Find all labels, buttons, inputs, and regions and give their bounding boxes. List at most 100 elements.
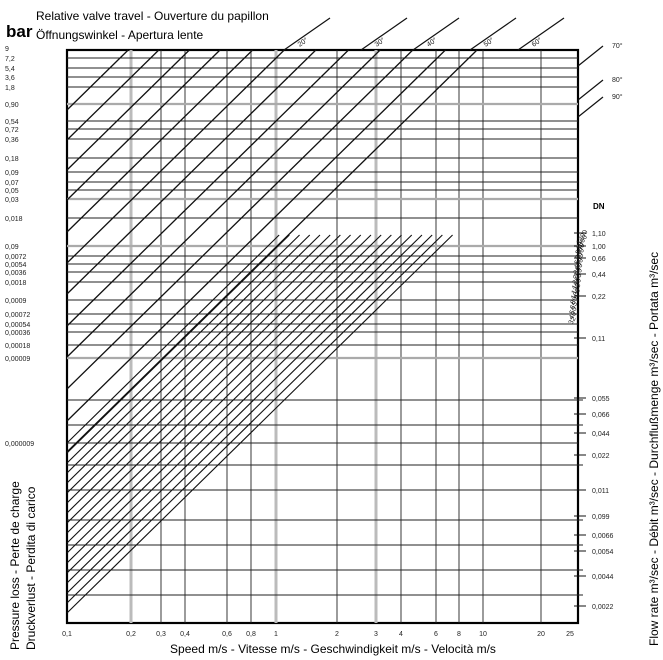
angle-label: 30° — [373, 36, 386, 49]
dn-size-label: 32 — [568, 316, 578, 326]
flow-rate-label: 0,022 — [592, 453, 610, 460]
valve-opening-line — [66, 49, 254, 233]
x-tick-label: 8 — [457, 631, 461, 638]
flow-rate-label: 0,11 — [592, 336, 605, 343]
flow-rate-label: 0,0066 — [592, 533, 614, 540]
x-tick-label: 4 — [399, 631, 403, 638]
y-axis-label-1: Pressure loss - Perte de charge — [8, 481, 22, 650]
valve-opening-line — [66, 49, 381, 358]
flow-rate-line — [66, 234, 453, 614]
dn-size-label: 100 — [570, 287, 582, 301]
dn-size-label: 400 — [573, 257, 585, 271]
header-line-2: Öffnungswinkel - Apertura lente — [36, 28, 204, 42]
y-tick-label: 1,8 — [5, 85, 15, 92]
valve-opening-line — [66, 49, 285, 264]
flow-rate-label: 0,44 — [592, 272, 606, 279]
y-tick-label: 0,09 — [5, 170, 19, 177]
angle-label: 50° — [482, 36, 495, 49]
y-tick-label: 0,0009 — [5, 298, 27, 305]
flow-rate-line — [66, 234, 423, 584]
valve-opening-line — [66, 49, 478, 453]
flow-rate-label: 0,044 — [592, 431, 610, 438]
y-tick-label: 7,2 — [5, 56, 15, 63]
y-tick-label: 0,54 — [5, 119, 19, 126]
flow-rate-label: 0,66 — [592, 256, 606, 263]
y-tick-label: 0,00018 — [5, 343, 30, 350]
y-tick-label: 0,0054 — [5, 262, 27, 269]
flow-rate-label: 0,0054 — [592, 549, 614, 556]
x-tick-label: 25 — [566, 631, 574, 638]
flow-rate-line — [66, 234, 402, 564]
dn-size-label: 250 — [572, 267, 584, 281]
flow-rate-line — [66, 234, 300, 464]
y-tick-label: 0,05 — [5, 188, 19, 195]
dn-size-label: 125 — [571, 282, 583, 296]
angle-label: 60° — [530, 36, 543, 49]
flow-rate-label: 0,0044 — [592, 574, 614, 581]
flow-rate-line — [66, 234, 321, 484]
y-tick-label: 0,018 — [5, 216, 23, 223]
valve-opening-line — [66, 49, 317, 295]
y-tick-label: 0,0036 — [5, 270, 27, 277]
dn-size-label: 300 — [573, 262, 585, 276]
y-tick-label: 0,0018 — [5, 280, 27, 287]
y-tick-label: 9 — [5, 46, 9, 53]
valve-opening-line — [577, 45, 604, 67]
y-tick-label: 3,6 — [5, 75, 15, 82]
x-tick-label: 6 — [434, 631, 438, 638]
flow-rate-label: 0,066 — [592, 412, 610, 419]
valve-opening-line — [66, 49, 446, 422]
flow-rate-label: Flow rate m³/sec - Débit m³/sec - Durchf… — [647, 252, 661, 646]
grid — [65, 48, 586, 625]
plot-frame — [65, 48, 580, 625]
x-tick-label: 0,8 — [246, 631, 256, 638]
flow-rate-line — [66, 234, 433, 594]
flow-rate-line — [66, 234, 443, 604]
valve-opening-line — [360, 17, 408, 51]
y-tick-label: 0,36 — [5, 137, 19, 144]
angle-label: 90° — [612, 93, 623, 101]
valve-opening-line — [412, 17, 460, 51]
x-tick-label: 0,3 — [156, 631, 166, 638]
flow-rate-label: 1,00 — [592, 244, 606, 251]
valve-opening-line — [66, 49, 414, 390]
valve-opening-line — [66, 49, 190, 171]
flow-rate-label: 0,0022 — [592, 604, 614, 611]
flow-rate-line — [66, 234, 351, 514]
x-tick-label: 20 — [537, 631, 545, 638]
y-tick-label: 0,0072 — [5, 254, 27, 261]
dn-size-label: 500 — [574, 252, 586, 266]
angle-label: 70° — [612, 42, 623, 50]
y-tick-label: 0,00072 — [5, 312, 30, 319]
y-tick-label: 0,03 — [5, 197, 19, 204]
flow-rate-line — [66, 234, 280, 444]
dn-size-label: 65 — [569, 301, 579, 311]
header-line-1: Relative valve travel - Ouverture du pap… — [36, 9, 269, 23]
flow-rate-label: 0,22 — [592, 294, 606, 301]
y-tick-label: 0,72 — [5, 127, 19, 134]
flow-rate-line — [66, 234, 392, 554]
dn-size-label: 80 — [570, 296, 580, 306]
valve-opening-line — [283, 17, 331, 51]
valve-opening-line — [66, 49, 221, 201]
flow-rate-line — [66, 234, 290, 454]
dn-size-label: 50 — [569, 306, 579, 316]
dn-size-label: 150 — [571, 277, 583, 291]
flow-rate-line — [66, 234, 362, 524]
x-axis-label: Speed m/s - Vitesse m/s - Geschwindigkei… — [170, 642, 496, 656]
x-tick-label: 3 — [374, 631, 378, 638]
x-tick-label: 10 — [479, 631, 487, 638]
x-tick-label: 1 — [274, 631, 278, 638]
tick-labels: 0,1 0,2 0,3 0,4 0,6 0,8 1 2 3 4 6 8 10 20 25 9 7,2 5,4 3,6… — [5, 36, 623, 638]
x-tick-label: 0,4 — [180, 631, 190, 638]
angle-label: 40° — [425, 36, 438, 49]
x-tick-label: 0,1 — [62, 631, 72, 638]
flow-rate-label: 0,011 — [592, 488, 609, 495]
y-tick-label: 0,00009 — [5, 356, 30, 363]
dn-size-label: 800 — [575, 242, 587, 256]
y-tick-label: 5,4 — [5, 66, 15, 73]
x-tick-label: 0,6 — [222, 631, 232, 638]
x-tick-label: 0,2 — [126, 631, 136, 638]
valve-opening-line — [66, 49, 129, 111]
